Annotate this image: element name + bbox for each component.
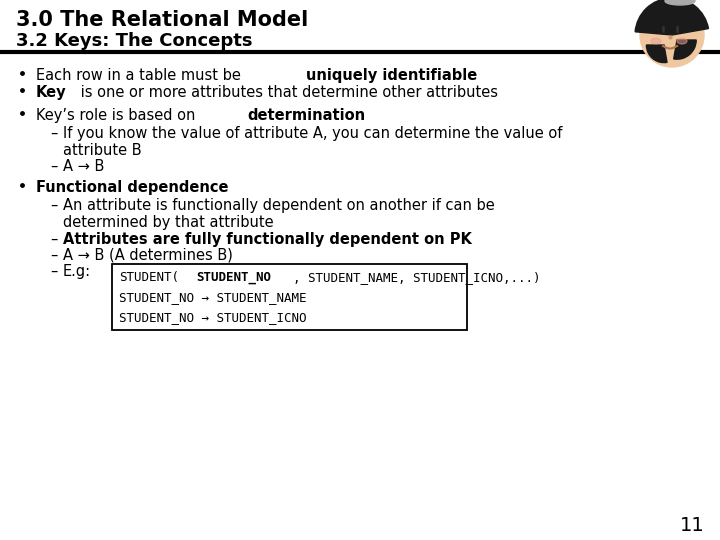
- Ellipse shape: [651, 38, 661, 44]
- Circle shape: [640, 3, 704, 67]
- Text: –: –: [50, 159, 58, 174]
- Text: STUDENT_NO → STUDENT_ICNO: STUDENT_NO → STUDENT_ICNO: [119, 311, 307, 324]
- Wedge shape: [635, 0, 708, 35]
- Text: Each row in a table must be: Each row in a table must be: [36, 68, 246, 83]
- Ellipse shape: [677, 38, 687, 44]
- Wedge shape: [647, 45, 667, 63]
- Text: Key: Key: [36, 85, 67, 100]
- Text: 3.2 Keys: The Concepts: 3.2 Keys: The Concepts: [16, 32, 253, 50]
- Text: Key’s role is based on: Key’s role is based on: [36, 108, 200, 123]
- Text: 11: 11: [680, 516, 705, 535]
- Text: determined by that attribute: determined by that attribute: [63, 215, 274, 230]
- Text: is one or more attributes that determine other attributes: is one or more attributes that determine…: [76, 85, 498, 100]
- Text: –: –: [50, 232, 58, 247]
- Text: uniquely identifiable: uniquely identifiable: [306, 68, 477, 83]
- Text: 3.0 The Relational Model: 3.0 The Relational Model: [16, 10, 308, 30]
- Text: A → B (A determines B): A → B (A determines B): [63, 248, 233, 263]
- Text: attribute B: attribute B: [63, 143, 142, 158]
- Text: An attribute is functionally dependent on another if can be: An attribute is functionally dependent o…: [63, 198, 495, 213]
- Wedge shape: [674, 40, 696, 59]
- Text: Functional dependence: Functional dependence: [36, 180, 228, 195]
- Text: –: –: [50, 126, 58, 141]
- Text: STUDENT_NO: STUDENT_NO: [197, 271, 271, 284]
- Text: –: –: [50, 264, 58, 279]
- Ellipse shape: [665, 0, 695, 5]
- Text: , STUDENT_NAME, STUDENT_ICNO,...): , STUDENT_NAME, STUDENT_ICNO,...): [293, 271, 541, 284]
- Text: If you know the value of attribute A, you can determine the value of: If you know the value of attribute A, yo…: [63, 126, 562, 141]
- Text: –: –: [50, 198, 58, 213]
- Text: –: –: [50, 248, 58, 263]
- Text: STUDENT(: STUDENT(: [119, 271, 179, 284]
- Text: Attributes are fully functionally dependent on PK: Attributes are fully functionally depend…: [63, 232, 472, 247]
- Text: E.g:: E.g:: [63, 264, 91, 279]
- Text: A → B: A → B: [63, 159, 104, 174]
- FancyBboxPatch shape: [112, 264, 467, 330]
- Text: STUDENT_NO → STUDENT_NAME: STUDENT_NO → STUDENT_NAME: [119, 291, 307, 304]
- Text: determination: determination: [248, 108, 366, 123]
